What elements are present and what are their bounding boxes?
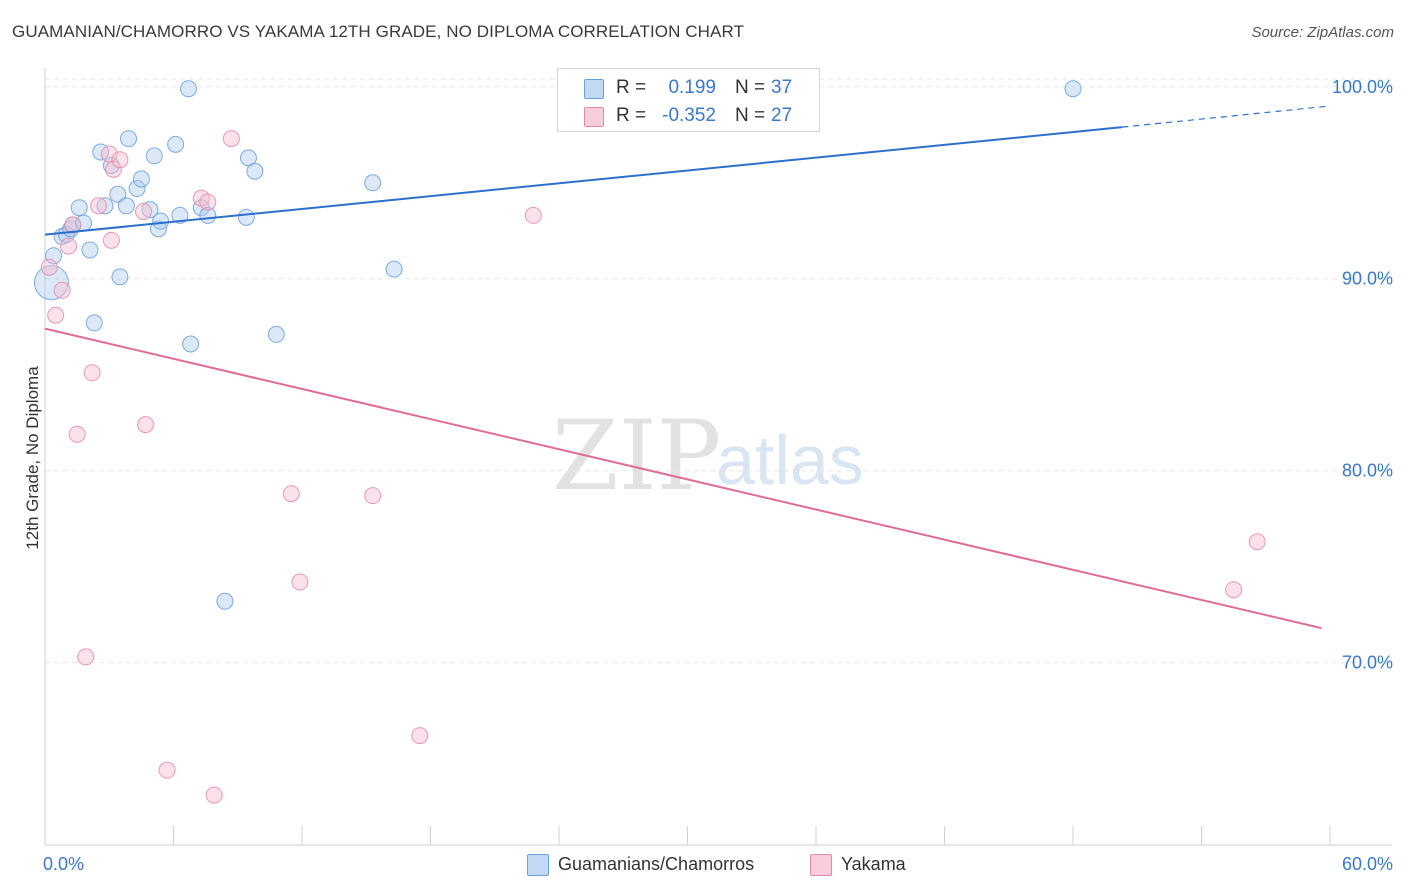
y-tick-label: 70.0%	[1342, 653, 1393, 673]
bottom-legend-label: Guamanians/Chamorros	[558, 854, 755, 874]
bottom-legend-swatch-pink	[810, 854, 832, 876]
source-credit: Source: ZipAtlas.com	[1251, 24, 1394, 41]
point-guamanian	[70, 199, 88, 217]
point-yakama	[524, 206, 542, 224]
point-yakama	[53, 281, 71, 299]
trendline-guamanian	[44, 126, 1123, 236]
point-guamanian	[96, 197, 114, 215]
y-tick-label: 80.0%	[1342, 461, 1393, 481]
point-guamanian	[117, 197, 135, 215]
point-guamanian	[246, 162, 264, 180]
series-yakama	[40, 130, 1266, 804]
x-tick-label: 60.0%	[1342, 854, 1393, 874]
legend-n-value: 27	[771, 105, 793, 126]
stats-legend: R = 0.199 N = 37 R = -0.352 N = 27	[557, 68, 820, 132]
point-guamanian	[216, 592, 234, 610]
bottom-legend-label: Yakama	[841, 854, 906, 874]
point-guamanian	[364, 174, 382, 192]
point-yakama	[77, 648, 95, 666]
legend-swatch-blue	[584, 79, 604, 99]
point-yakama	[83, 364, 101, 382]
point-yakama	[68, 425, 86, 443]
point-guamanian	[171, 206, 189, 224]
legend-n-value: 37	[771, 77, 793, 98]
y-axis-label: 12th Grade, No Diploma	[23, 366, 42, 550]
legend-r-label: R =	[616, 77, 647, 98]
axes	[44, 68, 1392, 846]
point-yakama	[205, 786, 223, 804]
point-guamanian	[145, 147, 163, 165]
point-yakama	[411, 727, 429, 745]
point-guamanian	[152, 212, 170, 230]
point-guamanian	[237, 208, 255, 226]
legend-r-label: R =	[616, 105, 647, 126]
point-guamanian	[167, 135, 185, 153]
point-yakama	[111, 151, 129, 169]
point-guamanian	[33, 265, 69, 301]
point-yakama	[40, 258, 58, 276]
point-yakama	[291, 573, 309, 591]
bottom-legend-swatch-blue	[527, 854, 549, 876]
chart-title: GUAMANIAN/CHAMORRO VS YAKAMA 12TH GRADE,…	[12, 22, 745, 41]
legend-r-value: 0.199	[668, 77, 716, 98]
legend-row-guamanian: R = 0.199 N = 37	[558, 73, 819, 101]
point-yakama	[47, 306, 65, 324]
point-yakama	[364, 487, 382, 505]
point-guamanian	[85, 314, 103, 332]
legend-r-value: -0.352	[662, 105, 716, 126]
point-yakama	[137, 416, 155, 434]
point-yakama	[199, 193, 217, 211]
point-guamanian	[1064, 80, 1082, 98]
point-yakama	[100, 145, 118, 163]
trendline-yakama	[44, 327, 1322, 630]
legend-n-label: N =	[735, 105, 766, 126]
series-layer	[33, 80, 1266, 804]
point-guamanian	[109, 185, 127, 203]
legend-row-yakama: R = -0.352 N = 27	[558, 101, 819, 129]
point-guamanian	[182, 335, 200, 353]
point-guamanian	[92, 143, 110, 161]
point-yakama	[222, 130, 240, 148]
point-guamanian	[132, 170, 150, 188]
point-yakama	[102, 231, 120, 249]
point-guamanian	[81, 241, 99, 259]
watermark-atlas: atlas	[716, 421, 864, 499]
point-yakama	[158, 761, 176, 779]
series-guamanian	[33, 80, 1082, 610]
y-tick-label: 100.0%	[1332, 77, 1393, 97]
point-yakama	[282, 485, 300, 503]
x-tick-label: 0.0%	[43, 854, 84, 874]
point-yakama	[90, 197, 108, 215]
trend-layer	[44, 105, 1331, 630]
point-guamanian	[128, 180, 146, 198]
point-yakama	[1225, 581, 1243, 599]
point-guamanian	[141, 201, 159, 219]
point-yakama	[135, 203, 153, 221]
y-tick-label: 90.0%	[1342, 269, 1393, 289]
legend-swatch-pink	[584, 107, 604, 127]
axis-labels: 70.0% 80.0% 90.0% 100.0% 0.0% 60.0% 12th Grade…	[23, 77, 1393, 874]
point-guamanian	[385, 260, 403, 278]
point-guamanian	[267, 325, 285, 343]
point-yakama	[105, 160, 123, 178]
legend-n-label: N =	[735, 77, 766, 98]
trendline-guamanian-extension	[1122, 105, 1331, 128]
point-yakama	[60, 237, 78, 255]
point-guamanian	[111, 268, 129, 286]
point-yakama	[64, 216, 82, 234]
watermark-zip: ZIP	[552, 400, 722, 512]
point-yakama	[1248, 533, 1266, 551]
point-guamanian	[120, 130, 138, 148]
point-guamanian	[179, 80, 197, 98]
